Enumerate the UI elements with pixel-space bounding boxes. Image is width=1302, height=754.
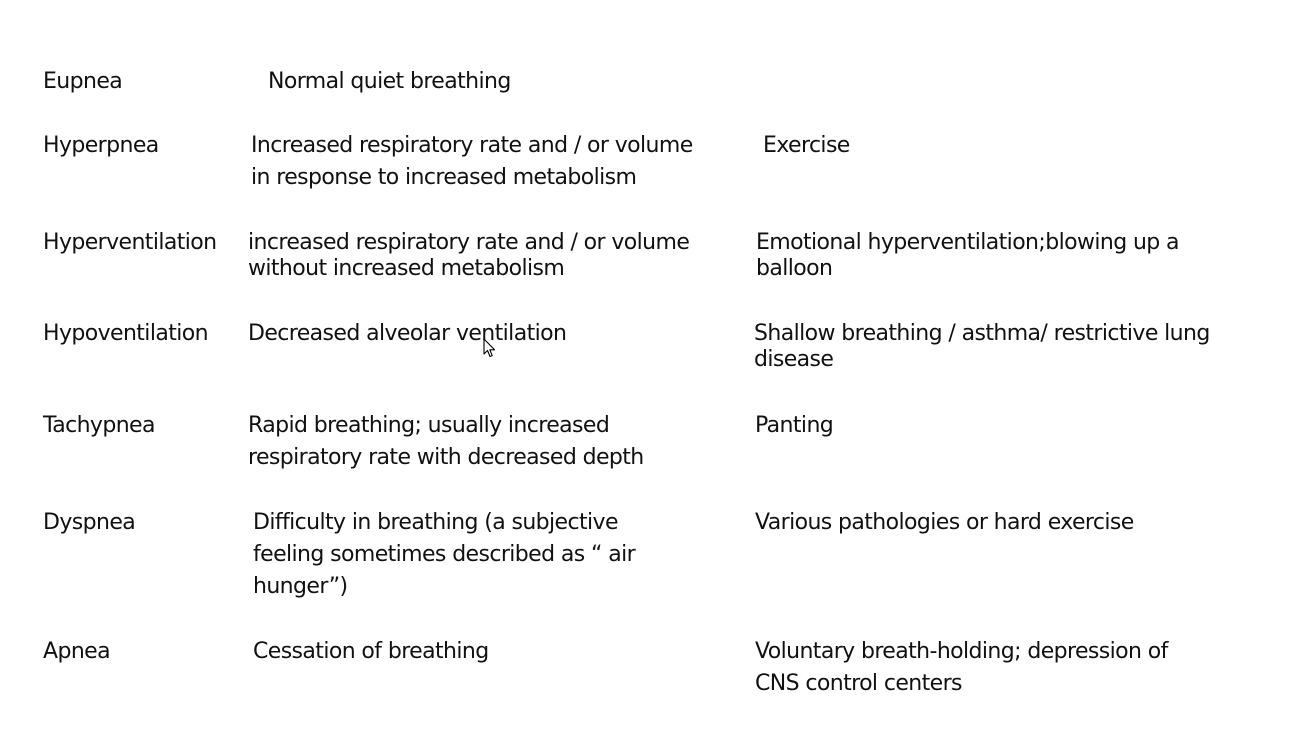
mouse-pointer-icon	[483, 338, 497, 358]
term-hypoventilation: Hypoventilation	[43, 321, 209, 346]
description-hyperventilation: increased respiratory rate and / or volu…	[248, 230, 690, 281]
description-eupnea: Normal quiet breathing	[268, 69, 511, 94]
example-apnea: Voluntary breath-holding; depression of …	[755, 639, 1168, 696]
term-hyperventilation: Hyperventilation	[43, 230, 217, 255]
example-hyperventilation: Emotional hyperventilation;blowing up a …	[756, 230, 1180, 281]
description-hyperpnea: Increased respiratory rate and / or volu…	[251, 133, 693, 190]
example-hyperpnea: Exercise	[763, 133, 850, 158]
term-dyspnea: Dyspnea	[43, 510, 136, 535]
description-dyspnea: Difficulty in breathing (a subjective fe…	[253, 510, 636, 599]
example-dyspnea: Various pathologies or hard exercise	[755, 510, 1134, 535]
description-tachypnea: Rapid breathing; usually increased respi…	[248, 413, 644, 470]
term-tachypnea: Tachypnea	[43, 413, 155, 438]
term-apnea: Apnea	[43, 639, 111, 664]
term-eupnea: Eupnea	[43, 69, 123, 94]
term-hyperpnea: Hyperpnea	[43, 133, 159, 158]
description-hypoventilation: Decreased alveolar ventilation	[248, 321, 567, 346]
example-hypoventilation: Shallow breathing / asthma/ restrictive …	[754, 321, 1210, 372]
description-apnea: Cessation of breathing	[253, 639, 489, 664]
example-tachypnea: Panting	[755, 413, 834, 438]
